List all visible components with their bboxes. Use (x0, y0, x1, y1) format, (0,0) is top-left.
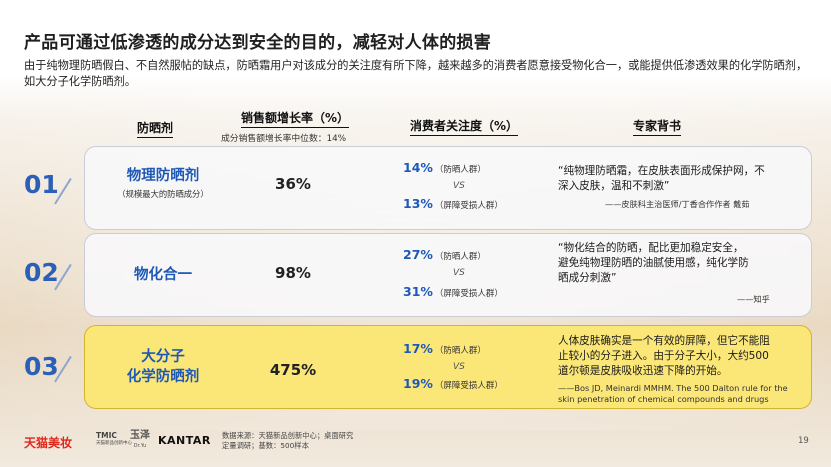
quote-line: 人体皮肤确实是一个有效的屏障，但它不能阻 (558, 335, 770, 347)
quote-line: “物化结合的防晒，配比更加稳定安全， (558, 242, 744, 254)
header-expert: 专家背书 (633, 117, 682, 136)
attention-label: （屏障受损人群） (434, 381, 503, 391)
source-line: ——Bos JD, Meinardi MMHM. The 500 Dalton … (558, 383, 788, 393)
attention-pct: 27% (403, 247, 433, 262)
attention-pct: 14% (403, 160, 433, 175)
attention-label: （屏障受损人群） (434, 289, 503, 299)
tmic-logo: TMIC 天猫新品创新中心 (96, 432, 132, 448)
footnote: 数据来源：天猫新品创新中心；桌面研究 定量调研；基数：500样本 (222, 431, 353, 451)
row-index: 03 (24, 352, 59, 381)
vs-label: VS (453, 181, 465, 191)
quote-source: ——知乎 (737, 294, 770, 304)
quote-source: ——皮肤科主治医师/丁香合作作者 戴茹 (605, 199, 750, 209)
row-combined (84, 233, 812, 317)
tmic-logo-text: TMIC (96, 431, 117, 440)
row-index: 01 (24, 170, 59, 199)
ingredient-name: 化学防晒剂 (126, 369, 200, 385)
ingredient-cell: 大分子 化学防晒剂 (88, 347, 238, 387)
attention-sunscreen: 27% （防晒人群） (403, 247, 486, 262)
page-subtitle: 由于纯物理防晒假白、不自然服帖的缺点，防晒霜用户对该成分的关注度有所下降，越来越… (24, 59, 808, 88)
page-title: 产品可通过低渗透的成分达到安全的目的，减轻对人体的损害 (24, 33, 492, 53)
source-line: skin penetration of chemical compounds a… (558, 394, 769, 404)
growth-value: 36% (275, 175, 311, 193)
quote-line: 晒成分刺激” (558, 272, 617, 284)
yuze-logo-text: 玉泽 (130, 430, 150, 441)
attention-sunscreen: 14% （防晒人群） (403, 160, 486, 175)
quote-line: 深入皮肤，温和不刺激” (558, 180, 670, 192)
expert-quote: “纯物理防晒霜，在皮肤表面形成保护网，不 深入皮肤，温和不刺激” (558, 164, 765, 194)
row-index: 02 (24, 258, 59, 287)
quote-source: ——Bos JD, Meinardi MMHM. The 500 Dalton … (558, 383, 788, 405)
attention-sunscreen: 17% （防晒人群） (403, 341, 486, 356)
attention-label: （防晒人群） (434, 252, 486, 262)
attention-pct: 19% (403, 376, 433, 391)
attention-barrier: 31% （屏障受损人群） (403, 284, 503, 299)
quote-line: 止较小的分子进入。由于分子大小，大约500 (558, 350, 769, 362)
header-ingredient: 防晒剂 (137, 119, 174, 138)
row-physical (84, 146, 812, 230)
yuze-logo: 玉泽 Dr.Yu (130, 431, 150, 451)
attention-pct: 17% (403, 341, 433, 356)
growth-value: 98% (275, 264, 311, 282)
yuze-logo-sub: Dr.Yu (133, 443, 147, 449)
header-attention: 消费者关注度（%） (410, 117, 519, 136)
attention-barrier: 13% （屏障受损人群） (403, 196, 503, 211)
ingredient-name: 大分子 (141, 349, 185, 365)
vs-label: VS (453, 362, 465, 372)
kantar-logo: KANTAR (158, 434, 211, 447)
quote-line: 避免纯物理防晒的油腻使用感，纯化学防 (558, 257, 749, 269)
ingredient-name: 物理防晒剂 (126, 168, 200, 184)
attention-label: （防晒人群） (434, 346, 486, 356)
ingredient-name: 物化合一 (134, 267, 192, 283)
row-large-molecule (84, 325, 812, 409)
ingredient-cell: 物化合一 (88, 265, 238, 285)
expert-quote: “物化结合的防晒，配比更加稳定安全， 避免纯物理防晒的油腻使用感，纯化学防 晒成… (558, 241, 749, 286)
footnote-line: 数据来源：天猫新品创新中心；桌面研究 (222, 431, 354, 440)
header-growth: 销售额增长率（%） (241, 109, 350, 128)
attention-label: （防晒人群） (434, 165, 486, 175)
attention-pct: 31% (403, 284, 433, 299)
footnote-line: 定量调研；基数：500样本 (222, 441, 309, 450)
attention-barrier: 19% （屏障受损人群） (403, 376, 503, 391)
page-number: 19 (798, 436, 809, 446)
tmall-beauty-logo: 天猫美妆 (24, 436, 73, 450)
expert-quote: 人体皮肤确实是一个有效的屏障，但它不能阻 止较小的分子进入。由于分子大小，大约5… (558, 334, 770, 379)
attention-label: （屏障受损人群） (434, 201, 503, 211)
ingredient-cell: 物理防晒剂 （规模最大的防晒成分） (88, 166, 238, 200)
quote-line: 道尔顿是皮肤吸收迅速下降的开始。 (558, 365, 728, 377)
quote-line: “纯物理防晒霜，在皮肤表面形成保护网，不 (558, 165, 765, 177)
tmic-logo-sub: 天猫新品创新中心 (96, 441, 132, 446)
header-growth-note: 成分销售额增长率中位数：14% (221, 134, 347, 144)
ingredient-note: （规模最大的防晒成分） (117, 189, 209, 199)
attention-pct: 13% (403, 196, 433, 211)
vs-label: VS (453, 268, 465, 278)
growth-value: 475% (269, 361, 317, 379)
